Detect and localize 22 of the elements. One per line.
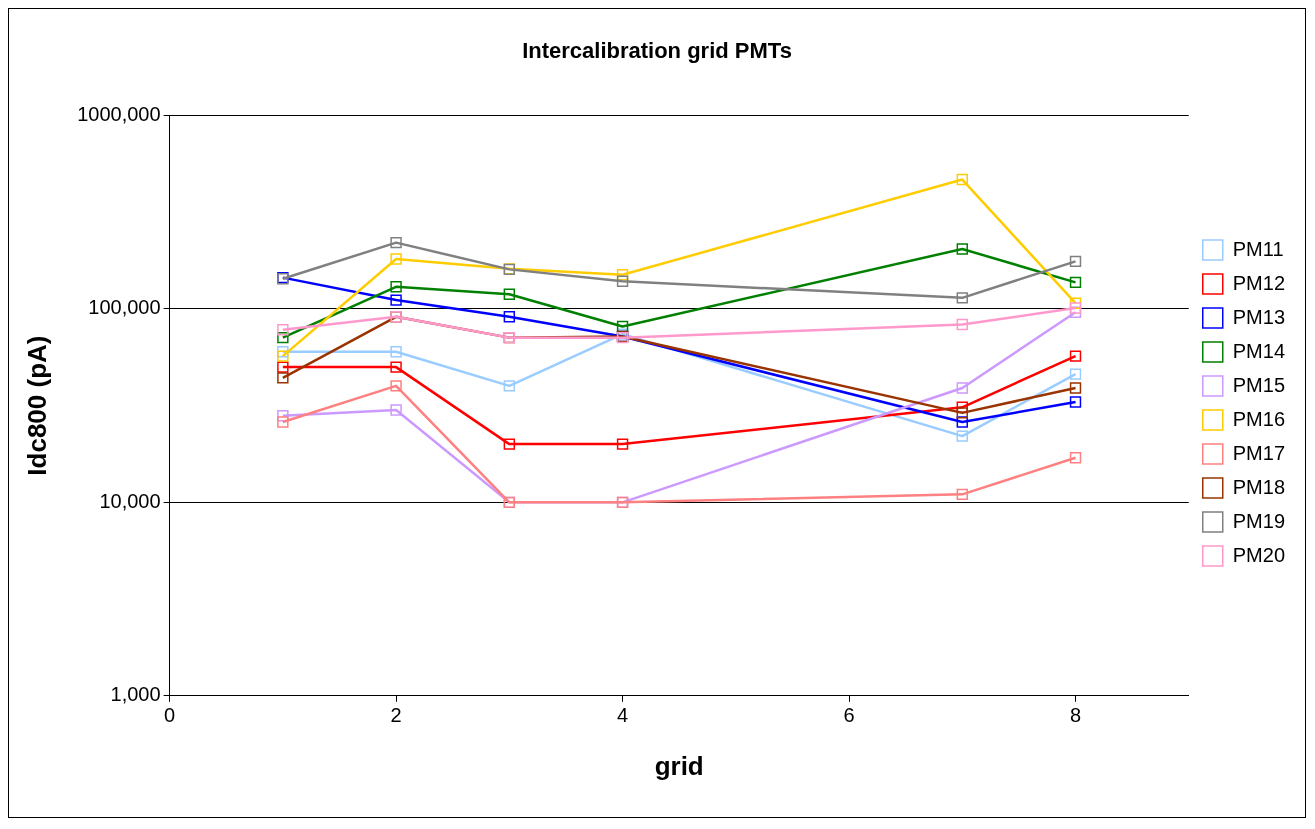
- legend-label: PM17: [1232, 441, 1285, 464]
- y-axis-title: Idc800 (pA): [21, 335, 52, 476]
- y-tick-label: 100,000: [88, 296, 161, 319]
- legend-label: PM15: [1232, 373, 1285, 396]
- x-tick-label: 0: [164, 704, 176, 727]
- x-tick-label: 4: [617, 704, 629, 727]
- legend-label: PM18: [1232, 475, 1285, 498]
- legend-label: PM13: [1232, 305, 1285, 328]
- y-tick-label: 1,000: [110, 683, 161, 706]
- x-tick-label: 6: [843, 704, 855, 727]
- legend-label: PM20: [1232, 543, 1285, 566]
- x-axis-title: grid: [654, 750, 704, 781]
- y-tick-label: 1000,000: [77, 102, 161, 125]
- legend-label: PM14: [1232, 339, 1285, 362]
- legend-label: PM12: [1232, 271, 1285, 294]
- legend-label: PM11: [1232, 237, 1284, 260]
- x-tick-label: 8: [1069, 704, 1082, 727]
- x-tick-label: 2: [390, 704, 402, 727]
- chart-title: Intercalibration grid PMTs: [522, 38, 792, 64]
- legend-label: PM16: [1232, 407, 1285, 430]
- y-tick-label: 10,000: [99, 489, 161, 512]
- legend-label: PM19: [1232, 509, 1285, 532]
